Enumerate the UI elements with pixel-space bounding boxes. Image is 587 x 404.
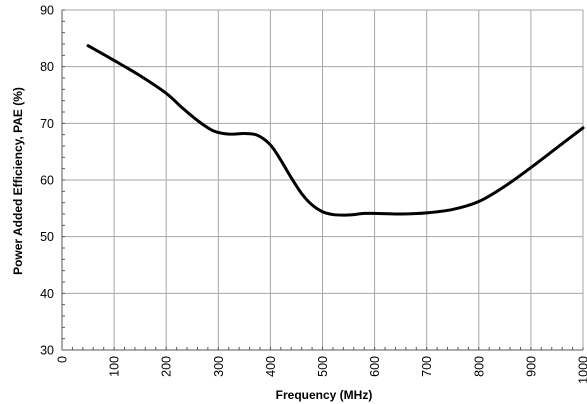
x-tick-label: 300	[212, 356, 226, 377]
x-tick-label: 600	[368, 356, 382, 377]
x-tick-label: 900	[524, 356, 538, 377]
y-tick-label: 60	[40, 174, 54, 188]
x-tick-label: 400	[264, 356, 278, 377]
y-tick-label: 70	[40, 117, 54, 131]
y-tick-label: 50	[40, 230, 54, 244]
y-tick-labels: 30 40 50 60 70 80 90	[40, 4, 54, 358]
pae-curve-line	[86, 44, 585, 217]
series-layer	[86, 44, 585, 217]
x-tick-label: 500	[316, 356, 330, 377]
axes-layer	[61, 10, 583, 351]
y-tick-label: 30	[40, 344, 54, 358]
y-tick-label: 90	[40, 4, 54, 18]
x-tick-label: 800	[472, 356, 486, 377]
x-tick-label: 200	[160, 356, 174, 377]
grid-layer	[62, 9, 584, 350]
x-axis-title: Frequency (MHz)	[276, 388, 373, 402]
x-tick-label: 700	[420, 356, 434, 377]
y-tick-label: 80	[40, 60, 54, 74]
x-tick-labels: 0 100 200 300 400 500 600 700 800 900 1000	[56, 356, 587, 384]
y-tick-label: 40	[40, 287, 54, 301]
y-axis-title: Power Added Efficiency, PAE (%)	[11, 87, 25, 275]
x-tick-label: 100	[108, 356, 122, 377]
x-tick-label: 0	[56, 356, 70, 363]
x-tick-label: 1000	[577, 356, 587, 384]
